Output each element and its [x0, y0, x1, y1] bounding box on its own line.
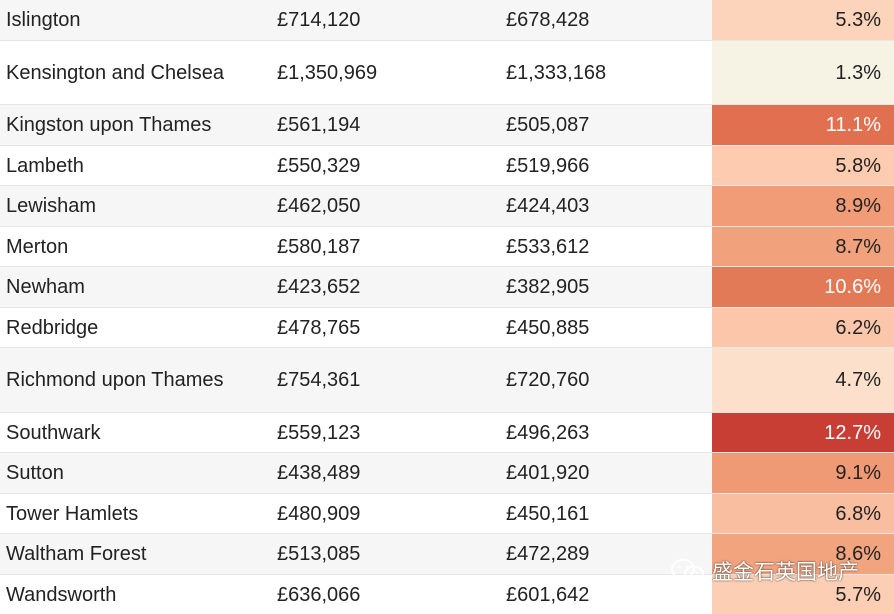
borough-name: Newham	[6, 276, 85, 298]
borough-name: Redbridge	[6, 316, 99, 339]
table-row: Islington £714,120 £678,428 5.3%	[0, 0, 894, 41]
price-previous: £533,612	[506, 235, 590, 258]
borough-name: Kingston upon Thames	[6, 114, 212, 136]
borough-name: Sutton	[6, 462, 64, 484]
borough-name: Wandsworth	[6, 583, 117, 606]
price-current: £561,194	[277, 114, 361, 136]
borough-name: Southwark	[6, 421, 101, 444]
change-percent: 4.7%	[712, 348, 894, 412]
table-row: Waltham Forest £513,085 £472,289 8.6%	[0, 534, 894, 575]
watermark-text: 盛金石英国地产	[712, 560, 859, 584]
price-current: £480,909	[277, 502, 361, 525]
change-percent: 5.3%	[712, 0, 894, 40]
table-row: Kensington and Chelsea £1,350,969 £1,333…	[0, 41, 894, 105]
change-percent: 1.3%	[712, 41, 894, 104]
table-row: Merton £580,187 £533,612 8.7%	[0, 227, 894, 267]
change-percent: 5.8%	[712, 146, 894, 185]
price-current: £462,050	[277, 195, 361, 217]
change-percent: 6.8%	[712, 494, 894, 533]
table-row: Lewisham £462,050 £424,403 8.9%	[0, 186, 894, 227]
price-current: £754,361	[277, 369, 361, 391]
price-current: £580,187	[277, 235, 361, 258]
borough-name: Lambeth	[6, 154, 84, 177]
borough-name: Kensington and Chelsea	[6, 61, 224, 84]
change-percent: 8.6%	[712, 534, 894, 574]
table-row: Wandsworth £636,066 £601,642 5.7%	[0, 575, 894, 614]
price-previous: £450,161	[506, 502, 590, 525]
change-percent: 8.7%	[712, 227, 894, 266]
borough-name: Merton	[6, 235, 69, 258]
price-current: £513,085	[277, 543, 361, 565]
change-percent: 5.7%	[712, 575, 894, 614]
change-percent: 11.1%	[712, 105, 894, 145]
table-row: Newham £423,652 £382,905 10.6%	[0, 267, 894, 308]
change-percent: 9.1%	[712, 453, 894, 493]
watermark: 盛金石英国地产	[670, 556, 859, 586]
borough-name: Tower Hamlets	[6, 502, 139, 525]
price-current: £478,765	[277, 316, 361, 339]
price-previous: £472,289	[506, 543, 590, 565]
price-current: £636,066	[277, 583, 361, 606]
price-previous: £678,428	[506, 9, 590, 31]
price-current: £1,350,969	[277, 61, 378, 84]
price-current: £550,329	[277, 154, 361, 177]
price-previous: £505,087	[506, 114, 590, 136]
price-previous: £601,642	[506, 583, 590, 606]
price-previous: £424,403	[506, 195, 590, 217]
borough-name: Waltham Forest	[6, 543, 147, 565]
price-current: £714,120	[277, 9, 361, 31]
table-row: Tower Hamlets £480,909 £450,161 6.8%	[0, 494, 894, 534]
change-percent: 10.6%	[712, 267, 894, 307]
price-current: £559,123	[277, 421, 361, 444]
table-row: Sutton £438,489 £401,920 9.1%	[0, 453, 894, 494]
price-previous: £401,920	[506, 462, 590, 484]
price-previous: £496,263	[506, 421, 590, 444]
wechat-icon	[671, 559, 704, 583]
price-previous: £450,885	[506, 316, 590, 339]
table-row: Richmond upon Thames £754,361 £720,760 4…	[0, 348, 894, 413]
borough-name: Richmond upon Thames	[6, 369, 224, 391]
price-previous: £1,333,168	[506, 61, 607, 84]
table-row: Southwark £559,123 £496,263 12.7%	[0, 413, 894, 453]
change-percent: 8.9%	[712, 186, 894, 226]
change-percent: 6.2%	[712, 308, 894, 347]
borough-name: Lewisham	[6, 195, 97, 217]
price-previous: £382,905	[506, 276, 590, 298]
borough-name: Islington	[6, 9, 81, 31]
table-row: Redbridge £478,765 £450,885 6.2%	[0, 308, 894, 348]
table-row: Kingston upon Thames £561,194 £505,087 1…	[0, 105, 894, 146]
price-previous: £720,760	[506, 369, 590, 391]
price-previous: £519,966	[506, 154, 590, 177]
price-current: £423,652	[277, 276, 361, 298]
table-row: Lambeth £550,329 £519,966 5.8%	[0, 146, 894, 186]
price-current: £438,489	[277, 462, 361, 484]
change-percent: 12.7%	[712, 413, 894, 452]
